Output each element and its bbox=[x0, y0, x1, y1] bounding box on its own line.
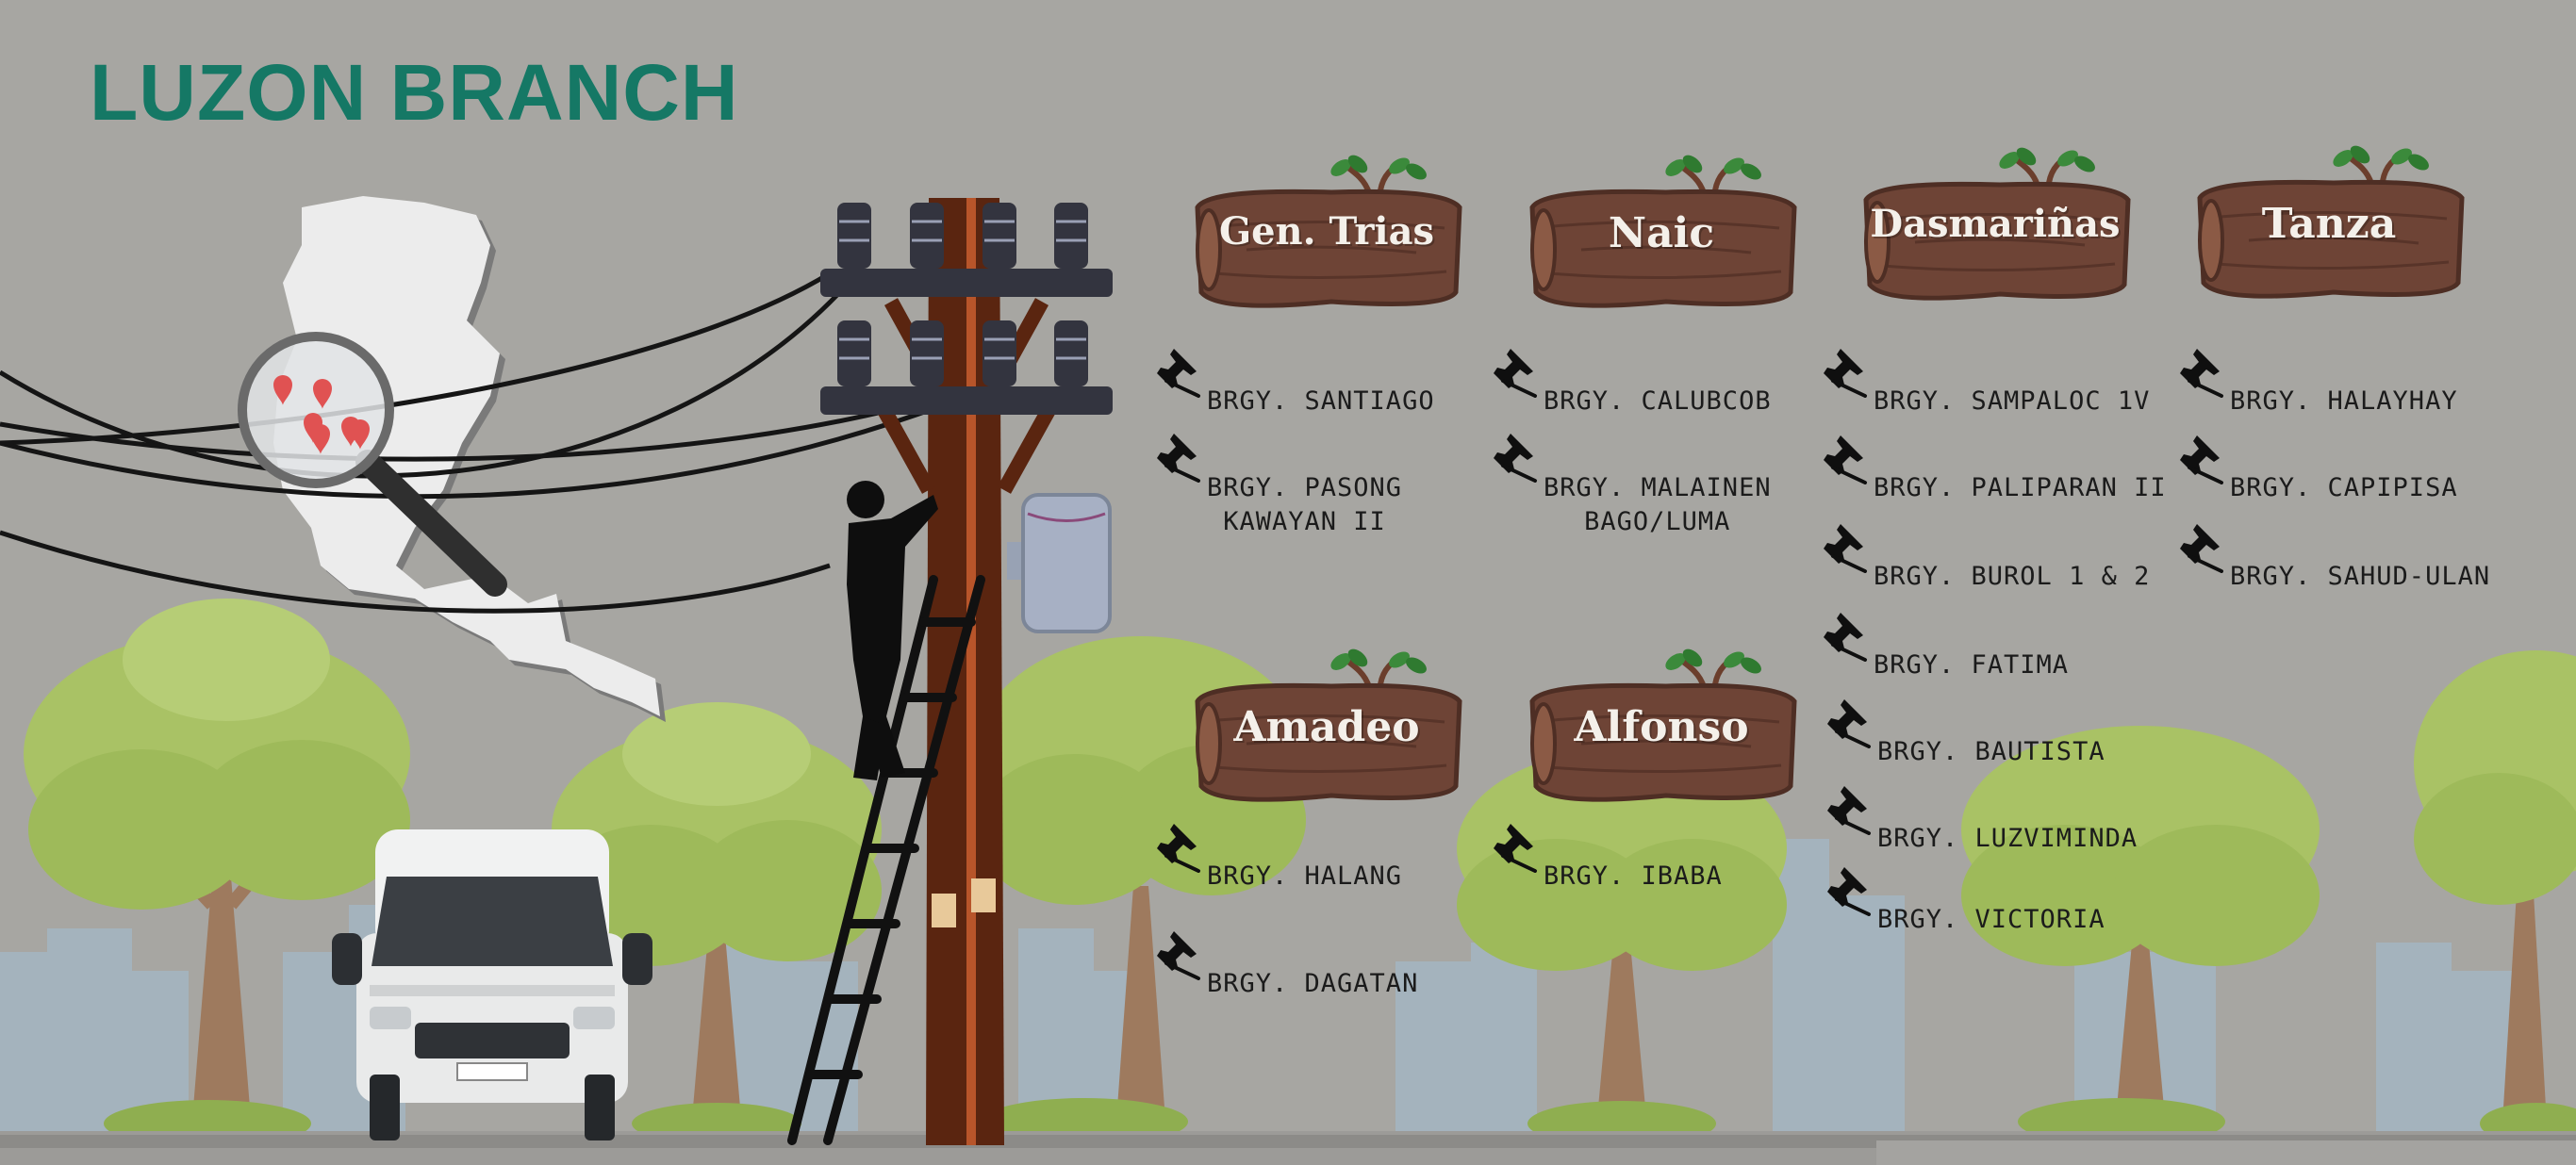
wooden-sign-icon bbox=[1863, 147, 2131, 301]
sidewalk bbox=[0, 1131, 2576, 1165]
barangay-label: BRGY. SAHUD-ULAN bbox=[2230, 562, 2491, 591]
pushpin-icon bbox=[1827, 699, 1871, 748]
pushpin-icon bbox=[1824, 435, 1867, 484]
pushpin-icon bbox=[1157, 349, 1200, 398]
branch-sign-label: Amadeo bbox=[1233, 703, 1420, 751]
wooden-sign-icon bbox=[1529, 648, 1797, 802]
barangay-label: BRGY. MALAINEN BAGO/LUMA bbox=[1544, 473, 1772, 536]
barangay-label: BRGY. PASONG KAWAYAN II bbox=[1207, 473, 1403, 536]
branch-sign-4: Amadeo bbox=[1190, 645, 1463, 805]
pushpin-icon bbox=[1824, 613, 1867, 662]
branch-sign-label: Gen. Trias bbox=[1218, 209, 1435, 254]
pushpin-icon bbox=[2180, 524, 2223, 573]
power-lines bbox=[0, 271, 944, 614]
branch-sign-5: Alfonso bbox=[1525, 645, 1798, 805]
barangay-label: BRGY. BAUTISTA bbox=[1877, 737, 2105, 766]
tree bbox=[2414, 650, 2576, 1108]
map-pin-icon bbox=[273, 375, 370, 454]
wooden-sign-icon bbox=[2197, 145, 2465, 299]
barangay-label: BRGY. CALUBCOB bbox=[1544, 386, 1772, 416]
pushpin-icon bbox=[1157, 824, 1200, 873]
pushpin-icon bbox=[1827, 867, 1871, 916]
barangay-label: BRGY. PALIPARAN II bbox=[1874, 473, 2167, 502]
barangay-label: BRGY. HALAYHAY bbox=[2230, 386, 2458, 416]
pushpin-icon bbox=[1157, 434, 1200, 483]
barangay-label: BRGY. DAGATAN bbox=[1207, 969, 1419, 998]
pushpin-icon bbox=[1494, 349, 1537, 398]
barangay-label: BRGY. SAMPALOC 1V bbox=[1874, 386, 2151, 416]
pushpin-icon bbox=[1824, 524, 1867, 573]
ladder bbox=[787, 575, 985, 1145]
wooden-sign-icon bbox=[1195, 155, 1462, 308]
branch-sign-1: Naic bbox=[1525, 151, 1798, 311]
barangay-label: BRGY. VICTORIA bbox=[1877, 905, 2105, 934]
barangay-label: BRGY. SANTIAGO bbox=[1207, 386, 1435, 416]
barangay-label: BRGY. HALANG bbox=[1207, 861, 1403, 891]
branch-sign-2: Dasmariñas bbox=[1858, 143, 2132, 304]
utility-pole bbox=[820, 198, 1113, 1145]
page-title: LUZON BRANCH bbox=[90, 48, 739, 137]
wooden-sign-icon bbox=[1195, 648, 1462, 802]
barangay-label: BRGY. IBABA bbox=[1544, 861, 1723, 891]
tree bbox=[1961, 726, 2320, 1108]
branch-sign-label: Alfonso bbox=[1574, 703, 1749, 751]
pushpin-icon bbox=[1157, 931, 1200, 980]
barangay-label: BRGY. LUZVIMINDA bbox=[1877, 824, 2138, 853]
branch-sign-label: Dasmariñas bbox=[1870, 202, 2121, 246]
pushpin-icon bbox=[1494, 824, 1537, 873]
branch-sign-0: Gen. Trias bbox=[1190, 151, 1463, 311]
pushpin-icon bbox=[1827, 786, 1871, 835]
lineman-silhouette bbox=[847, 481, 938, 780]
branch-sign-label: Tanza bbox=[2261, 200, 2397, 248]
van bbox=[332, 829, 652, 1140]
pushpin-icon bbox=[1824, 349, 1867, 398]
pushpin-icon bbox=[1494, 434, 1537, 483]
tree bbox=[552, 702, 882, 1108]
barangay-label: BRGY. FATIMA bbox=[1874, 650, 2070, 680]
wooden-sign-icon bbox=[1529, 155, 1797, 308]
tree bbox=[24, 599, 410, 1108]
pushpin-icon bbox=[2180, 435, 2223, 484]
barangay-label: BRGY. BUROL 1 & 2 bbox=[1874, 562, 2151, 591]
pushpin-icon bbox=[2180, 349, 2223, 398]
branch-sign-label: Naic bbox=[1608, 209, 1715, 257]
barangay-label: BRGY. CAPIPISA bbox=[2230, 473, 2458, 502]
luzon-map bbox=[273, 196, 666, 722]
magnifying-glass-icon bbox=[238, 332, 507, 597]
branch-sign-3: Tanza bbox=[2192, 141, 2466, 302]
